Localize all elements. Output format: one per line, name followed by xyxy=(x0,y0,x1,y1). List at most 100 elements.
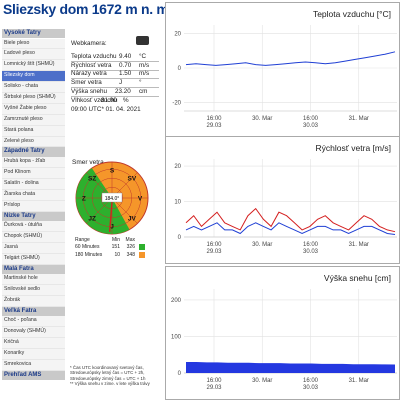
sidebar-item[interactable]: Stará polana xyxy=(2,125,65,137)
sidebar-item[interactable]: Štrbské pleso (SHMÚ) xyxy=(2,93,65,104)
sidebar-item[interactable]: Salatín - dolina xyxy=(2,178,65,190)
x-tick-label: 31. Mar xyxy=(349,116,369,122)
reading-unit: % xyxy=(123,97,129,104)
sidebar-item[interactable]: Snilovské sedlo xyxy=(2,285,65,297)
sidebar-item[interactable]: Donovaly (SHMÚ) xyxy=(2,327,65,339)
legend-min: 151 xyxy=(111,244,120,251)
x-tick-label: 16:00 xyxy=(206,378,222,384)
legend-header-range: Range xyxy=(75,236,90,243)
reading-value: 1.50 xyxy=(119,70,132,77)
legend-color-swatch xyxy=(139,244,145,251)
sidebar-item[interactable]: Smrekovica xyxy=(2,360,65,371)
sidebar-section-header[interactable]: Vysoké Tatry xyxy=(2,29,65,39)
compass-direction-label: Z xyxy=(82,196,86,203)
reading-label: Vlhkosť vzduchu xyxy=(71,97,118,104)
divider xyxy=(71,61,159,63)
compass-pointer xyxy=(108,201,113,232)
legend-row: 180 Minutes 10 348 xyxy=(75,251,160,259)
sidebar-item[interactable]: Sliezsky dom xyxy=(2,71,65,83)
x-tick-sublabel: 29.03 xyxy=(206,385,222,391)
reading-label: Nárazy vetra xyxy=(71,70,107,77)
sidebar-section-header[interactable]: Veľká Fatra xyxy=(2,306,65,317)
reading-label: Výška snehu xyxy=(71,88,108,95)
wind-direction-compass: Smer vetra 184.0° S SV V JV J JZ Z SZ xyxy=(72,159,149,235)
footnote-utc: * Čas UTC koordinovaný svetový čas, Stre… xyxy=(70,365,146,381)
x-tick-sublabel: 30.03 xyxy=(303,123,319,129)
station-sidebar: Vysoké Tatry Biele pleso Ľadové pleso Lomni… xyxy=(2,29,65,381)
sidebar-item[interactable]: Pod Klinom xyxy=(2,167,65,179)
camera-icon[interactable] xyxy=(136,36,149,45)
compass-spoke xyxy=(111,197,138,224)
y-tick-label: 10 xyxy=(174,200,181,206)
legend-range: 60 Minutes xyxy=(75,244,100,251)
compass-title: Smer vetra xyxy=(72,159,104,166)
sidebar-item[interactable]: Jasná xyxy=(2,242,65,254)
x-tick-sublabel: 29.03 xyxy=(206,249,222,255)
compass-direction-label: SZ xyxy=(88,176,96,183)
reading-value: 23.20 xyxy=(115,88,131,95)
x-tick-label: 16:00 xyxy=(303,242,319,248)
divider xyxy=(71,69,159,71)
sidebar-section-header[interactable]: Nízke Tatry xyxy=(2,211,65,221)
sidebar-section-header[interactable]: Malá Fatra xyxy=(2,264,65,274)
sidebar-item[interactable]: Konariky xyxy=(2,349,65,361)
legend-color-swatch xyxy=(139,251,145,258)
sidebar-item[interactable]: Ďurková - útulňa xyxy=(2,221,65,232)
x-tick-label: 16:00 xyxy=(206,116,222,122)
sidebar-item[interactable]: Žobrák xyxy=(2,296,65,307)
series-line xyxy=(185,207,396,233)
x-tick-label: 31. Mar xyxy=(349,378,369,384)
sidebar-section-header[interactable]: Prehľad AMS xyxy=(2,370,65,381)
reading-timestamp: 09:00 UTC* 01. 04. 2021 xyxy=(71,106,141,113)
sidebar-section-header[interactable]: Západné Tatry xyxy=(2,147,65,157)
x-tick-label: 30. Mar xyxy=(252,378,272,384)
temperature-chart: Teplota vzduchu [°C] 20 0 -20 16:00 29.03 30. … xyxy=(165,2,400,138)
series-area xyxy=(186,362,395,373)
chart-title: Teplota vzduchu [°C] xyxy=(312,9,391,19)
legend-header-max: Max xyxy=(125,236,135,243)
compass-legend: Range Min Max 60 Minutes 151 326 180 Minutes 10… xyxy=(75,236,160,259)
chart-title: Rýchlosť vetra [m/s] xyxy=(315,143,391,153)
legend-header: Range Min Max xyxy=(75,236,160,244)
y-tick-label: 0 xyxy=(178,66,182,72)
compass-spoke xyxy=(86,197,113,224)
sidebar-item[interactable]: Vyšné Žabie pleso xyxy=(2,103,65,115)
sidebar-item[interactable]: Choč - poľana xyxy=(2,316,65,328)
snow-height-chart: Výška snehu [cm] 200 100 0 16:00 29.03 30. Mar… xyxy=(165,266,400,400)
compass-center-value: 184.0° xyxy=(105,196,120,202)
chart-title: Výška snehu [cm] xyxy=(323,273,391,283)
reading-label: Smer vetra xyxy=(71,79,102,86)
webcam-label: Webkamera: xyxy=(71,40,107,47)
compass-direction-label: S xyxy=(110,167,115,174)
reading-unit: ° xyxy=(139,79,142,86)
legend-min: 10 xyxy=(114,251,120,258)
compass-direction-label: JV xyxy=(128,215,137,222)
compass-direction-label: JZ xyxy=(88,215,96,222)
page-title: Sliezsky dom 1672 m n. m. xyxy=(3,1,173,17)
sidebar-item[interactable]: Príslop xyxy=(2,200,65,212)
reading-label: Rýchlosť vetra xyxy=(71,61,112,69)
reading-value: 0.70 xyxy=(119,61,132,69)
sidebar-item[interactable]: Lomnický štít (SHMÚ) xyxy=(2,60,65,72)
x-tick-sublabel: 29.03 xyxy=(206,123,222,129)
sidebar-item[interactable]: Kričná xyxy=(2,338,65,350)
sidebar-item[interactable]: Martinské hole xyxy=(2,274,65,286)
legend-max: 348 xyxy=(126,251,135,258)
sidebar-item[interactable]: Zamrznuté pleso xyxy=(2,114,65,126)
sidebar-item[interactable]: Žiarska chata xyxy=(2,189,65,201)
sidebar-item[interactable]: Zelené pleso xyxy=(2,136,65,148)
sidebar-item[interactable]: Telgárt (SHMÚ) xyxy=(2,253,65,265)
y-tick-label: 100 xyxy=(171,334,182,340)
sidebar-item[interactable]: Chopok (SHMÚ) xyxy=(2,231,65,243)
sidebar-item[interactable]: Biele pleso xyxy=(2,38,65,50)
reading-unit: m/s xyxy=(139,61,150,69)
sidebar-item[interactable]: Hrubá kopa - žľab xyxy=(2,157,65,168)
compass-direction-label: V xyxy=(138,196,143,203)
x-tick-sublabel: 30.03 xyxy=(303,385,319,391)
reading-unit: °C xyxy=(139,53,147,60)
x-tick-label: 31. Mar xyxy=(349,242,369,248)
sidebar-item[interactable]: Solisko - chata xyxy=(2,82,65,94)
sidebar-item[interactable]: Ľadové pleso xyxy=(2,49,65,61)
